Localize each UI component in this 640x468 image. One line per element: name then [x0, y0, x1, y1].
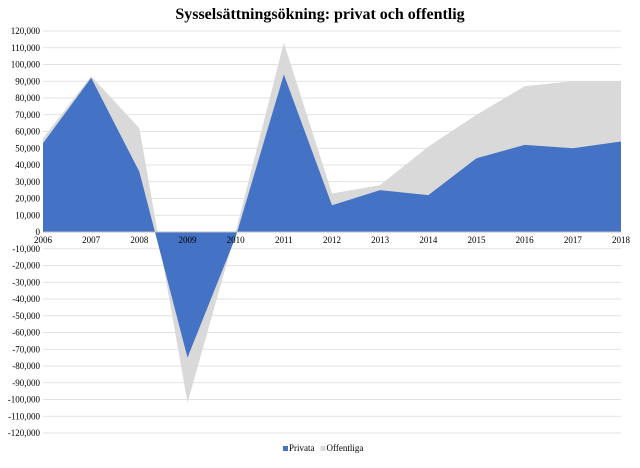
x-tick-label: 2013: [371, 235, 390, 245]
y-tick-label: 80,000: [15, 93, 40, 103]
axes: 120,000 110,000 100,000 90,000 80,000 70,000 6…: [8, 26, 631, 438]
legend-label-offentliga: Offentliga: [327, 443, 364, 453]
y-tick-label: 20,000: [15, 194, 40, 204]
y-tick-label: -20,000: [12, 261, 40, 271]
x-tick-label: 2017: [564, 235, 583, 245]
y-tick-label: -90,000: [12, 378, 40, 388]
legend-swatch-privata: [283, 446, 288, 451]
y-tick-label: -100,000: [8, 395, 41, 405]
legend: Privata Offentliga: [283, 443, 363, 453]
chart-title: Sysselsättningsökning: privat och offent…: [175, 6, 464, 23]
y-tick-label: -40,000: [12, 294, 40, 304]
legend-label-privata: Privata: [289, 443, 315, 453]
y-tick-label: 50,000: [15, 143, 40, 153]
x-tick-label: 2009: [179, 235, 198, 245]
x-tick-label: 2018: [612, 235, 631, 245]
x-tick-label: 2008: [130, 235, 149, 245]
y-tick-label: -60,000: [12, 328, 40, 338]
x-tick-label: 2007: [82, 235, 101, 245]
x-tick-label: 2010: [227, 235, 246, 245]
y-tick-label: 60,000: [15, 127, 40, 137]
y-tick-label: -110,000: [8, 411, 40, 421]
x-tick-label: 2011: [275, 235, 293, 245]
y-tick-label: 70,000: [15, 110, 40, 120]
y-tick-label: 0: [36, 227, 41, 237]
y-tick-label: 40,000: [15, 160, 40, 170]
area-series: [43, 42, 621, 403]
x-tick-label: 2006: [34, 235, 53, 245]
legend-swatch-offentliga: [320, 446, 326, 451]
y-tick-label: 90,000: [15, 76, 40, 86]
y-tick-label: -10,000: [12, 244, 40, 254]
x-tick-label: 2016: [516, 235, 535, 245]
y-tick-label: 120,000: [11, 26, 41, 36]
y-tick-label: -80,000: [12, 361, 40, 371]
x-tick-label: 2015: [468, 235, 487, 245]
y-tick-label: -30,000: [12, 277, 40, 287]
x-tick-label: 2014: [419, 235, 438, 245]
y-tick-label: 110,000: [11, 43, 40, 53]
y-tick-label: 100,000: [11, 60, 41, 70]
y-tick-label: -120,000: [8, 428, 41, 438]
y-tick-label: -50,000: [12, 311, 40, 321]
y-tick-label: -70,000: [12, 344, 40, 354]
y-tick-label: 10,000: [15, 210, 40, 220]
y-tick-label: 30,000: [15, 177, 40, 187]
x-tick-label: 2012: [323, 235, 341, 245]
series-area-privata: [43, 74, 621, 358]
